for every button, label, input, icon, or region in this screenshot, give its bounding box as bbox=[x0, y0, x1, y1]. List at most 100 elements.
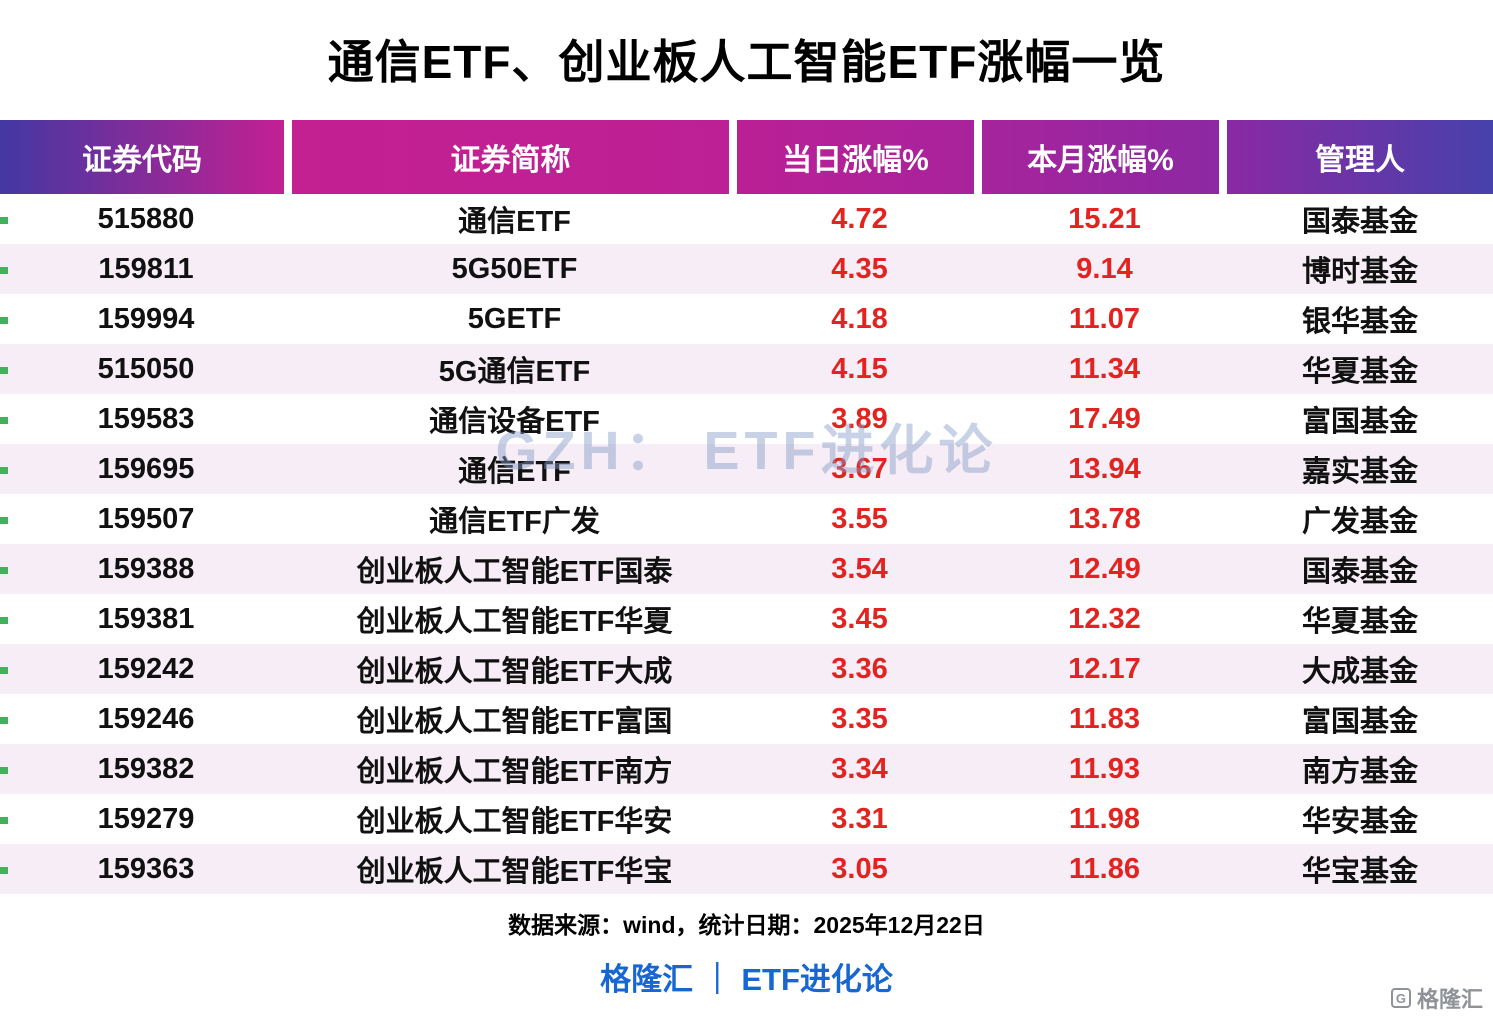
cell-daily-gain: 3.67 bbox=[831, 452, 888, 485]
cell-name: 通信ETF bbox=[458, 456, 571, 488]
table-row: 159811 5G50ETF 4.35 9.14 博时基金 bbox=[0, 244, 1493, 294]
table-row: 159279 创业板人工智能ETF华安 3.31 11.98 华安基金 bbox=[0, 794, 1493, 844]
green-edge-tick bbox=[0, 667, 8, 674]
cell-name: 创业板人工智能ETF国泰 bbox=[356, 556, 673, 588]
cell-manager: 华宝基金 bbox=[1301, 856, 1418, 888]
cell-manager: 国泰基金 bbox=[1301, 206, 1418, 238]
table-row: 515050 5G通信ETF 4.15 11.34 华夏基金 bbox=[0, 344, 1493, 394]
cell-daily-gain: 3.34 bbox=[831, 752, 888, 785]
gelonghui-logo-icon: G bbox=[1390, 988, 1411, 1008]
green-edge-tick bbox=[0, 467, 8, 474]
header-cell-code: 证券代码 bbox=[0, 120, 292, 194]
cell-code: 515880 bbox=[97, 202, 195, 235]
cell-daily-gain: 3.36 bbox=[831, 652, 888, 685]
cell-name: 创业板人工智能ETF大成 bbox=[356, 656, 673, 688]
etf-table: 证券代码 证券简称 当日涨幅% 本月涨幅% 管理人 515880 通信ETF 4.7… bbox=[0, 120, 1493, 894]
cell-code: 159695 bbox=[97, 452, 195, 485]
cell-name: 5G50ETF bbox=[451, 252, 578, 285]
cell-monthly-gain: 15.21 bbox=[1068, 202, 1141, 235]
cell-daily-gain: 4.18 bbox=[831, 302, 888, 335]
table-row: 159246 创业板人工智能ETF富国 3.35 11.83 富国基金 bbox=[0, 694, 1493, 744]
green-edge-tick bbox=[0, 717, 8, 724]
header-cell-manager: 管理人 bbox=[1227, 120, 1493, 194]
green-edge-tick bbox=[0, 617, 8, 624]
cell-monthly-gain: 11.07 bbox=[1069, 302, 1140, 335]
cell-monthly-gain: 12.32 bbox=[1068, 602, 1141, 635]
table-row: 159994 5GETF 4.18 11.07 银华基金 bbox=[0, 294, 1493, 344]
cell-manager: 博时基金 bbox=[1301, 256, 1418, 288]
cell-code: 159381 bbox=[97, 602, 195, 635]
cell-code: 159388 bbox=[97, 552, 195, 585]
header-cell-name: 证券简称 bbox=[292, 120, 737, 194]
brand-footer: 格隆汇 ｜ ETF进化论 bbox=[600, 962, 893, 997]
table-header-row: 证券代码 证券简称 当日涨幅% 本月涨幅% 管理人 bbox=[0, 120, 1493, 194]
cell-daily-gain: 3.55 bbox=[831, 502, 888, 535]
cell-name: 创业板人工智能ETF华宝 bbox=[356, 856, 673, 888]
cell-monthly-gain: 11.86 bbox=[1069, 852, 1140, 885]
green-edge-tick bbox=[0, 767, 8, 774]
cell-monthly-gain: 11.98 bbox=[1069, 802, 1140, 835]
cell-daily-gain: 4.72 bbox=[831, 202, 888, 235]
cell-daily-gain: 3.89 bbox=[831, 402, 888, 435]
green-edge-tick bbox=[0, 517, 8, 524]
cell-code: 159994 bbox=[97, 302, 195, 335]
table-row: 159381 创业板人工智能ETF华夏 3.45 12.32 华夏基金 bbox=[0, 594, 1493, 644]
cell-daily-gain: 3.54 bbox=[831, 552, 888, 585]
cell-manager: 华夏基金 bbox=[1301, 606, 1418, 638]
cell-name: 通信设备ETF bbox=[429, 406, 600, 438]
cell-daily-gain: 3.05 bbox=[831, 852, 888, 885]
cell-code: 159242 bbox=[97, 652, 195, 685]
cell-manager: 嘉实基金 bbox=[1301, 456, 1418, 488]
cell-name: 5GETF bbox=[467, 302, 562, 335]
header-cell-monthly-gain: 本月涨幅% bbox=[982, 120, 1227, 194]
table-row: 159388 创业板人工智能ETF国泰 3.54 12.49 国泰基金 bbox=[0, 544, 1493, 594]
cell-manager: 富国基金 bbox=[1301, 706, 1418, 738]
data-source-note: 数据来源：wind，统计日期：2025年12月22日 bbox=[508, 912, 985, 938]
cell-monthly-gain: 12.49 bbox=[1068, 552, 1141, 585]
cell-code: 159363 bbox=[97, 852, 195, 885]
cell-name: 通信ETF bbox=[458, 206, 571, 238]
cell-monthly-gain: 11.34 bbox=[1069, 352, 1140, 385]
cell-name: 5G通信ETF bbox=[438, 356, 591, 388]
cell-manager: 广发基金 bbox=[1301, 506, 1418, 538]
cell-code: 159279 bbox=[97, 802, 195, 835]
cell-daily-gain: 3.35 bbox=[831, 702, 888, 735]
gelonghui-logo-label: 格隆汇 bbox=[1416, 987, 1483, 1012]
table-row: 159507 通信ETF广发 3.55 13.78 广发基金 bbox=[0, 494, 1493, 544]
cell-code: 159811 bbox=[98, 252, 194, 285]
cell-name: 创业板人工智能ETF富国 bbox=[356, 706, 673, 738]
cell-monthly-gain: 11.93 bbox=[1069, 752, 1140, 785]
cell-name: 创业板人工智能ETF华安 bbox=[356, 806, 673, 838]
cell-code: 159583 bbox=[97, 402, 195, 435]
page-title: 通信ETF、创业板人工智能ETF涨幅一览 bbox=[327, 36, 1166, 88]
table-row: 159242 创业板人工智能ETF大成 3.36 12.17 大成基金 bbox=[0, 644, 1493, 694]
cell-code: 515050 bbox=[97, 352, 195, 385]
green-edge-tick bbox=[0, 567, 8, 574]
header-cell-daily-gain: 当日涨幅% bbox=[737, 120, 982, 194]
cell-name: 创业板人工智能ETF南方 bbox=[356, 756, 673, 788]
green-edge-tick bbox=[0, 817, 8, 824]
table-row: 159583 通信设备ETF 3.89 17.49 富国基金 bbox=[0, 394, 1493, 444]
cell-manager: 华安基金 bbox=[1301, 806, 1418, 838]
table-row: 159382 创业板人工智能ETF南方 3.34 11.93 南方基金 bbox=[0, 744, 1493, 794]
gelonghui-logo: G 格隆汇 bbox=[1390, 982, 1483, 1014]
cell-daily-gain: 4.35 bbox=[831, 252, 888, 285]
cell-name: 通信ETF广发 bbox=[429, 506, 600, 538]
cell-monthly-gain: 13.94 bbox=[1068, 452, 1141, 485]
cell-name: 创业板人工智能ETF华夏 bbox=[356, 606, 673, 638]
green-edge-tick bbox=[0, 417, 8, 424]
green-edge-tick bbox=[0, 267, 8, 274]
cell-monthly-gain: 13.78 bbox=[1068, 502, 1141, 535]
table-row: 159695 通信ETF 3.67 13.94 嘉实基金 bbox=[0, 444, 1493, 494]
cell-daily-gain: 3.31 bbox=[831, 802, 888, 835]
cell-manager: 大成基金 bbox=[1301, 656, 1418, 688]
cell-code: 159382 bbox=[97, 752, 195, 785]
table-row: 159363 创业板人工智能ETF华宝 3.05 11.86 华宝基金 bbox=[0, 844, 1493, 894]
green-edge-tick bbox=[0, 217, 8, 224]
cell-monthly-gain: 12.17 bbox=[1068, 652, 1141, 685]
cell-monthly-gain: 11.83 bbox=[1069, 702, 1140, 735]
cell-manager: 富国基金 bbox=[1301, 406, 1418, 438]
cell-monthly-gain: 17.49 bbox=[1068, 402, 1141, 435]
cell-monthly-gain: 9.14 bbox=[1076, 252, 1133, 285]
cell-manager: 银华基金 bbox=[1301, 306, 1418, 338]
